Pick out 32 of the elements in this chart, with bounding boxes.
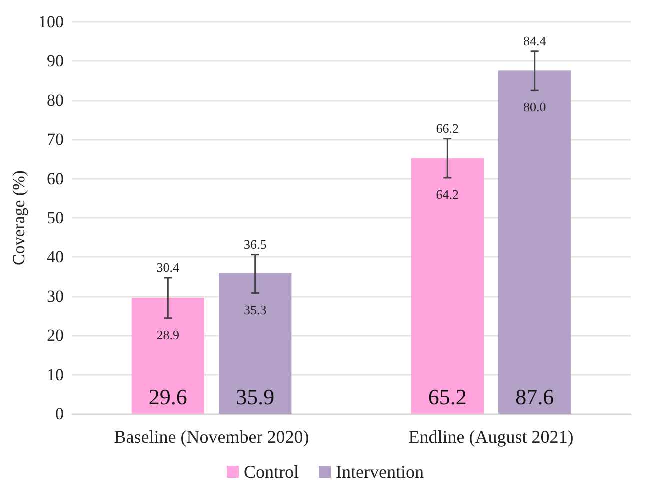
legend-label: Intervention (336, 462, 424, 482)
y-tick-label: 90 (47, 52, 64, 71)
y-tick-label: 0 (56, 404, 64, 424)
y-tick-label: 70 (47, 130, 64, 150)
data-label: 35.9 (236, 384, 275, 410)
annotation: 84.4 (523, 33, 547, 48)
annotation: 80.0 (523, 100, 546, 115)
y-tick-label: 80 (47, 90, 64, 110)
data-label: 87.6 (516, 384, 554, 410)
annotation: 30.4 (156, 260, 180, 275)
y-tick-label: 50 (47, 208, 64, 228)
y-tick-label: 60 (47, 169, 64, 188)
x-tick-label: Endline (August 2021) (408, 427, 574, 447)
annotation: 64.2 (436, 187, 460, 202)
data-label: 29.6 (148, 384, 188, 410)
y-tick-label: 40 (47, 248, 64, 267)
y-tick-label: 100 (38, 12, 64, 32)
y-tick-label: 20 (47, 326, 64, 346)
bar (411, 158, 484, 414)
y-tick-label: 30 (47, 286, 64, 306)
annotation: 35.3 (244, 302, 267, 318)
y-tick-label: 10 (47, 365, 64, 384)
x-tick-label: Baseline (November 2020) (114, 427, 310, 447)
legend-label: Control (244, 462, 300, 482)
data-label: 65.2 (428, 384, 467, 410)
annotation: 28.9 (156, 327, 180, 342)
annotation: 36.5 (244, 236, 267, 252)
y-axis-title: Coverage (%) (10, 170, 29, 266)
bar (498, 70, 572, 414)
bar (219, 273, 292, 414)
bar (132, 298, 204, 414)
annotation: 66.2 (436, 120, 460, 136)
